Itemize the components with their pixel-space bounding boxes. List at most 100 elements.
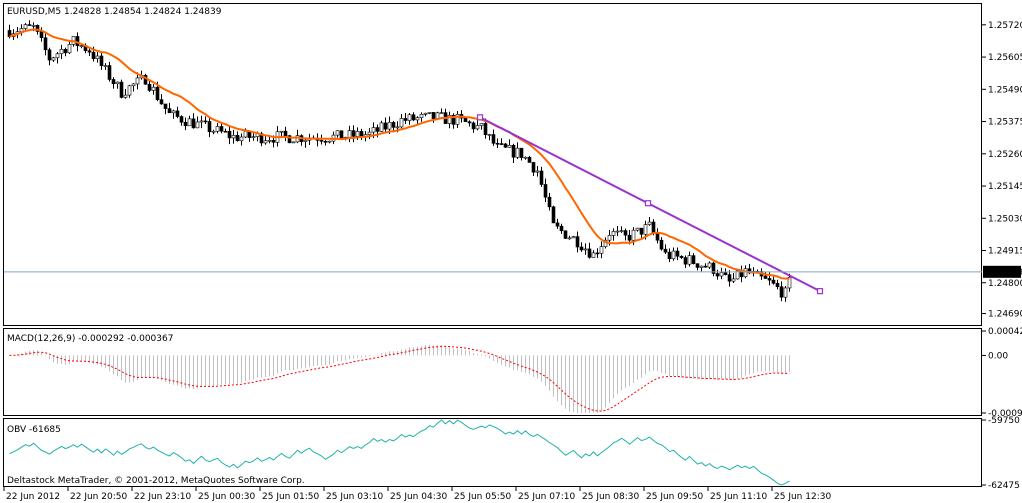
candle: [679, 255, 684, 258]
price-tick-label: 1.25375: [988, 118, 1022, 128]
candle: [775, 282, 780, 288]
candle: [167, 108, 172, 114]
candle: [743, 268, 748, 278]
candle: [695, 263, 700, 268]
candle: [215, 126, 220, 132]
candle: [383, 122, 388, 130]
price-tick-label: 1.24800: [988, 279, 1022, 289]
candle: [271, 139, 276, 143]
candle: [155, 86, 160, 100]
trendline[interactable]: [476, 114, 824, 295]
candle: [627, 234, 632, 241]
candle: [515, 147, 520, 158]
candle: [63, 49, 68, 54]
candle: [347, 130, 352, 138]
candle: [7, 30, 12, 38]
candle: [375, 127, 380, 132]
candle: [187, 118, 192, 127]
candle: [683, 257, 688, 265]
candle: [199, 120, 204, 123]
candle: [451, 114, 456, 125]
candle: [563, 230, 568, 239]
candle: [335, 130, 340, 136]
macd-axis: 0.00042 0.00 -0.00099: [982, 327, 1022, 419]
time-tick-label: 22 Jun 2012: [6, 492, 60, 502]
candle: [351, 130, 356, 137]
candle: [31, 25, 36, 27]
candle: [615, 230, 620, 233]
time-tick-label: 25 Jun 05:50: [454, 492, 511, 502]
candle: [75, 36, 80, 47]
candle: [651, 221, 656, 234]
price-tick-label: 1.25490: [988, 85, 1022, 95]
candle: [191, 118, 196, 129]
candle: [115, 81, 120, 85]
candle: [227, 131, 232, 139]
candle: [567, 237, 572, 240]
candle: [691, 255, 696, 264]
candle: [59, 49, 64, 55]
candle: [267, 139, 272, 142]
candle: [587, 248, 592, 258]
candle: [495, 142, 500, 145]
candle: [195, 121, 200, 129]
candle: [79, 45, 84, 47]
candle: [211, 130, 216, 133]
candle: [519, 147, 524, 158]
candle: [379, 122, 384, 132]
obv-series: [9, 419, 790, 486]
candle: [647, 221, 652, 225]
candle: [415, 117, 420, 121]
candle: [95, 55, 100, 59]
price-tick-label: 1.25030: [988, 214, 1022, 224]
candle: [783, 287, 788, 298]
obv-line: [9, 419, 790, 486]
candle: [471, 122, 476, 130]
macd-signal-line: [9, 345, 790, 412]
candle: [159, 99, 164, 105]
candle: [511, 145, 516, 158]
candle: [535, 170, 540, 173]
time-tick-label: 25 Jun 12:30: [774, 492, 831, 502]
obv-tick-label: -59750: [988, 416, 1020, 426]
candle: [223, 130, 228, 133]
candle: [231, 134, 236, 139]
candle: [403, 118, 408, 121]
candle: [135, 77, 140, 85]
trendline-anchor-mid: [644, 200, 652, 207]
candle: [467, 121, 472, 124]
candle: [23, 24, 28, 29]
candle: [203, 120, 208, 123]
candle: [219, 126, 224, 132]
time-tick-label: 25 Jun 04:30: [390, 492, 447, 502]
candle: [715, 273, 720, 277]
candle: [571, 236, 576, 239]
candle: [183, 121, 188, 127]
candle: [551, 206, 556, 224]
price-tick-label: 1.24915: [988, 247, 1022, 257]
price-tick-label: 1.25605: [988, 53, 1022, 63]
candle: [263, 140, 268, 144]
candle: [163, 103, 168, 109]
price-tick-label: 1.25145: [988, 182, 1022, 192]
candle: [123, 94, 128, 98]
candle: [99, 55, 104, 66]
candle: [731, 278, 736, 282]
candle: [207, 121, 212, 133]
macd-tick-label: -0.00099: [988, 409, 1022, 419]
candle: [447, 114, 452, 124]
candle: [607, 235, 612, 241]
candle: [663, 248, 668, 253]
price-axis: 1.25720 1.25605 1.25490 1.25375 1.25260 1.251…: [982, 21, 1022, 320]
candle: [27, 24, 32, 26]
macd-tick-label: 0.00: [988, 351, 1008, 361]
candle: [779, 286, 784, 298]
candle: [659, 239, 664, 250]
macd-tick-label: 0.00042: [988, 327, 1022, 337]
candle: [287, 135, 292, 144]
candle: [539, 170, 544, 185]
candle: [327, 140, 332, 143]
candle: [543, 184, 548, 198]
candle: [771, 279, 776, 284]
